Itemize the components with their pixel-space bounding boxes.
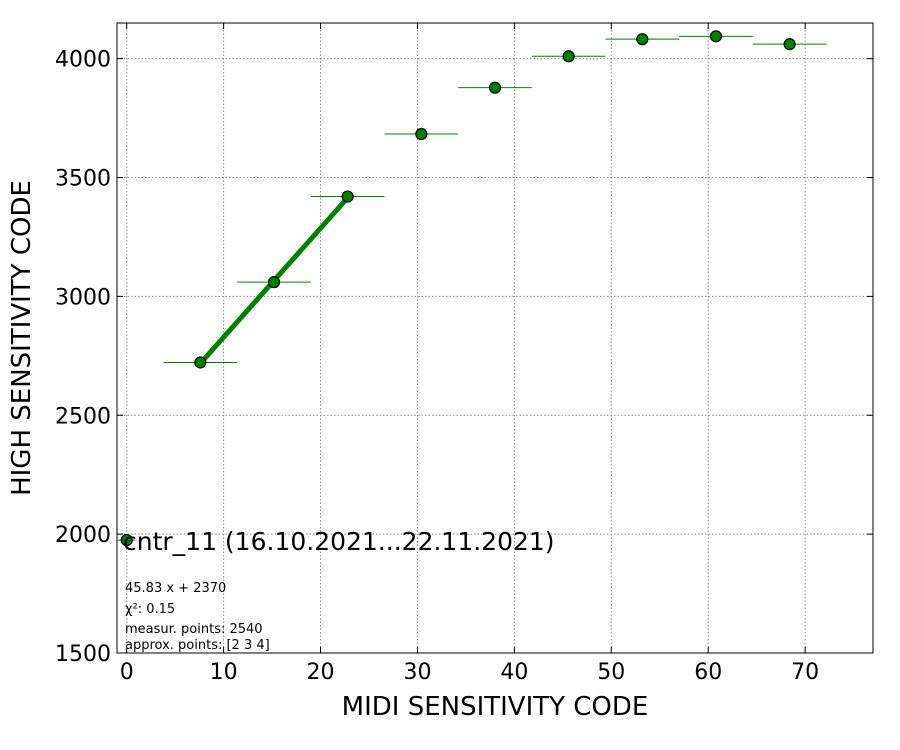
data-point — [488, 81, 502, 94]
plot-frame — [116, 22, 874, 654]
y-axis-title: HIGH SENSITIVITY CODE — [7, 180, 37, 496]
measured-points-label: measur. points: 2540 — [125, 622, 263, 637]
data-point — [267, 276, 281, 289]
x-tick-label: 10 — [210, 660, 238, 685]
approx-points-label: approx. points: [2 3 4] — [125, 638, 270, 653]
data-point — [709, 30, 723, 43]
chart-annotation-title: cntr_11 (16.10.2021...22.11.2021) — [123, 527, 555, 556]
ticks: 0 10 20 30 40 50 60 70 1500 2000 2500 3000 3500 4000 — [55, 23, 873, 685]
data-points — [120, 30, 796, 547]
y-tick-label: 2000 — [55, 523, 111, 548]
data-point — [562, 50, 575, 63]
data-point — [415, 127, 428, 141]
y-tick-label: 1500 — [55, 642, 111, 667]
grid — [117, 23, 873, 654]
data-point — [783, 38, 796, 51]
y-tick-label: 4000 — [55, 48, 111, 73]
x-tick-label: 60 — [694, 660, 722, 685]
x-tick-label: 40 — [500, 660, 528, 685]
x-tick-label: 20 — [307, 660, 335, 685]
data-point — [636, 33, 649, 46]
x-tick-label: 50 — [597, 660, 625, 685]
fit-equation: 45.83 x + 2370 — [125, 581, 226, 596]
x-axis-title: MIDI SENSITIVITY CODE — [342, 692, 649, 722]
x-tick-label: 70 — [791, 660, 819, 685]
x-tick-label: 0 — [120, 660, 134, 685]
data-point — [341, 190, 354, 203]
data-point — [194, 356, 207, 369]
y-tick-label: 3000 — [55, 285, 111, 310]
x-error-bars — [117, 35, 827, 541]
y-tick-label: 2500 — [55, 404, 111, 429]
x-tick-label: 30 — [403, 660, 431, 685]
chi-squared-label: χ²: 0.15 — [125, 602, 175, 617]
y-tick-label: 3500 — [55, 167, 111, 192]
data-point — [120, 533, 133, 547]
